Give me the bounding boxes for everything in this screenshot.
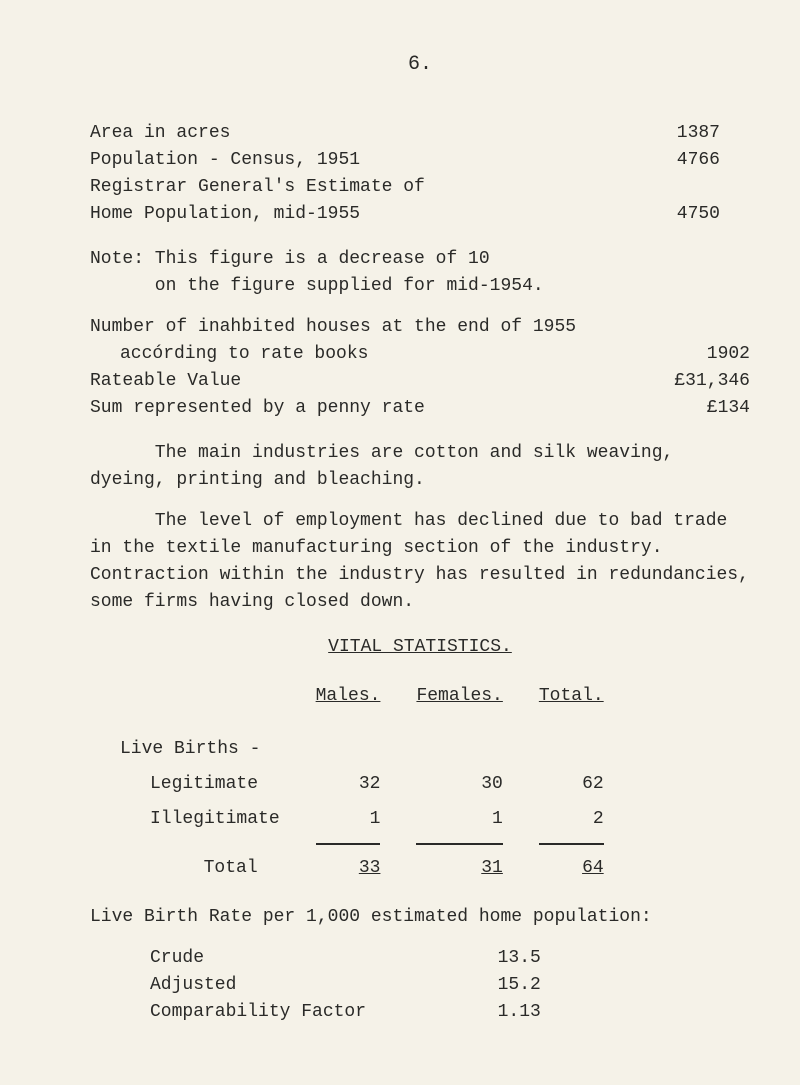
- home-pop-row: Home Population, mid-1955 4750: [90, 201, 750, 228]
- crude-value: 13.5: [451, 945, 541, 972]
- adjusted-row: Adjusted 15.2: [90, 972, 750, 999]
- area-value: 1387: [550, 120, 750, 147]
- live-births-heading: Live Births -: [120, 732, 622, 767]
- total-label: Total: [120, 851, 298, 886]
- inhab-value: 1902: [630, 341, 750, 368]
- note-paragraph: Note: This figure is a decrease of 10 on…: [90, 246, 750, 300]
- legit-f: 30: [398, 767, 520, 802]
- area-row: Area in acres 1387: [90, 120, 750, 147]
- adjusted-value: 15.2: [451, 972, 541, 999]
- total-f: 31: [398, 851, 520, 886]
- pop-census-row: Population - Census, 1951 4766: [90, 147, 750, 174]
- pop-census-value: 4766: [550, 147, 750, 174]
- comp-label: Comparability Factor: [90, 999, 440, 1026]
- crude-row: Crude 13.5: [90, 945, 750, 972]
- adjusted-label: Adjusted: [90, 972, 440, 999]
- total-row: Total 33 31 64: [120, 851, 622, 886]
- live-births-heading-row: Live Births -: [120, 732, 622, 767]
- col-total: Total.: [521, 679, 622, 714]
- inhab-sub-label: accórding to rate books: [120, 341, 630, 368]
- crude-label: Crude: [90, 945, 440, 972]
- legit-m: 32: [298, 767, 399, 802]
- legit-row: Legitimate 32 30 62: [120, 767, 622, 802]
- pop-census-label: Population - Census, 1951: [90, 147, 550, 174]
- area-label: Area in acres: [90, 120, 550, 147]
- penny-value: £134: [630, 395, 750, 422]
- penny-row: Sum represented by a penny rate £134: [90, 395, 750, 422]
- comp-value: 1.13: [451, 999, 541, 1026]
- page-number: 6.: [90, 50, 750, 80]
- birth-rate-line: Live Birth Rate per 1,000 estimated home…: [90, 904, 750, 931]
- illegit-label: Illegitimate: [120, 802, 298, 837]
- rateable-value: £31,346: [630, 368, 750, 395]
- para-industries: The main industries are cotton and silk …: [90, 440, 750, 494]
- illegit-t: 2: [521, 802, 622, 837]
- col-males: Males.: [298, 679, 399, 714]
- legit-t: 62: [521, 767, 622, 802]
- vs-header-row: Males. Females. Total.: [120, 679, 622, 714]
- penny-label: Sum represented by a penny rate: [90, 395, 630, 422]
- inhab-line1: Number of inahbited houses at the end of…: [90, 314, 750, 341]
- rateable-row: Rateable Value £31,346: [90, 368, 750, 395]
- vital-stats-title: VITAL STATISTICS.: [90, 634, 750, 661]
- illegit-f: 1: [398, 802, 520, 837]
- total-m: 33: [298, 851, 399, 886]
- illegit-row: Illegitimate 1 1 2: [120, 802, 622, 837]
- home-pop-value: 4750: [550, 201, 750, 228]
- total-t: 64: [521, 851, 622, 886]
- inhab-line2: accórding to rate books 1902: [90, 341, 750, 368]
- illegit-m: 1: [298, 802, 399, 837]
- legit-label: Legitimate: [120, 767, 298, 802]
- col-females: Females.: [398, 679, 520, 714]
- vital-stats-table: Males. Females. Total. Live Births - Leg…: [120, 679, 622, 886]
- para-employment: The level of employment has declined due…: [90, 508, 750, 616]
- rule-row-1: [120, 837, 622, 851]
- rateable-label: Rateable Value: [90, 368, 630, 395]
- home-pop-label: Home Population, mid-1955: [90, 201, 550, 228]
- comp-row: Comparability Factor 1.13: [90, 999, 750, 1026]
- registrar-line: Registrar General's Estimate of: [90, 174, 750, 201]
